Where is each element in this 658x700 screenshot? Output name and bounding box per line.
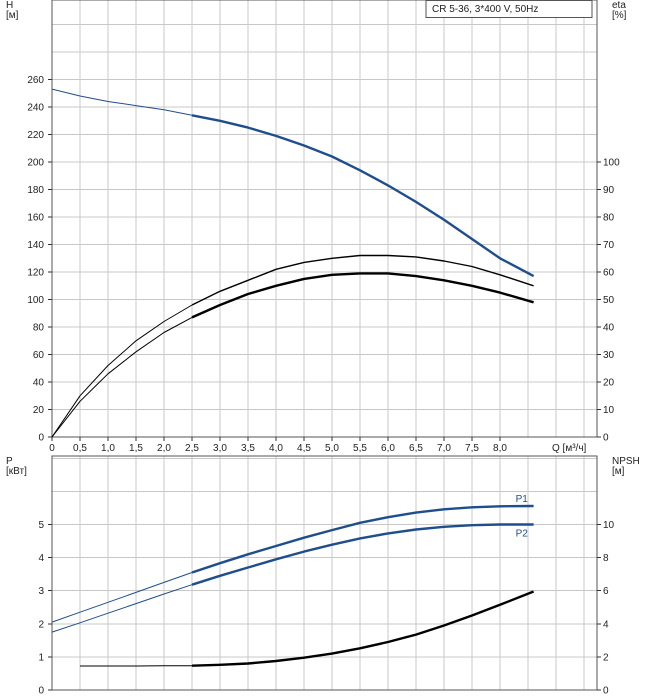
panel-1-group — [48, 0, 601, 441]
panel-2-series-p2-line — [191, 523, 534, 586]
panel-1-ytick-right-label: 10 — [603, 405, 615, 416]
panel-2-ytick-label: 5 — [38, 520, 44, 531]
panel-1-ylabel-right-line-2: [%] — [612, 10, 627, 21]
panel-1-xtick-label: 0,5 — [73, 443, 87, 454]
panel-2-series-p2-extrapolated-line — [51, 584, 193, 633]
panel-1-xtick-label: 1,5 — [129, 443, 143, 454]
panel-1-ytick-label: 240 — [27, 103, 44, 114]
panel-2-ylabel-right-line-1: NPSH — [612, 456, 640, 467]
panel-2-ylabel-line-2: [кВт] — [6, 466, 27, 477]
panel-1-ytick-label: 180 — [27, 185, 44, 196]
panel-1-ytick-label: 260 — [27, 75, 44, 86]
panel-2-ytick-label: 4 — [38, 553, 44, 564]
panel-1-ytick-right-label: 90 — [603, 185, 615, 196]
panel-1-ylabel-right-line-1: eta — [612, 0, 626, 11]
panel-1-ytick-label: 0 — [38, 433, 44, 444]
panel-2-ytick-label: 0 — [38, 686, 44, 697]
panel-2-ylabel-line-1: P — [6, 456, 13, 467]
panel-1-series-2-extrapolated-line — [51, 304, 193, 438]
panel-1-ytick-label: 60 — [33, 350, 45, 361]
panel-1-series-3-line — [191, 272, 534, 319]
panel-1-ytick-right-label: 20 — [603, 378, 615, 389]
panel-1-xtick-label: 8,0 — [493, 443, 507, 454]
panel-2-ytick-right-label: 0 — [603, 686, 609, 697]
panel-2-group — [48, 455, 601, 691]
panel-1-ytick-right-label: 70 — [603, 240, 615, 251]
panel-2-series-p1-label: P1 — [516, 494, 529, 505]
panel-1-ytick-label: 20 — [33, 405, 45, 416]
panel-1-ytick-right-label: 50 — [603, 295, 615, 306]
panel-1-ytick-right-label: 0 — [603, 433, 609, 444]
panel-2-series-p1-line — [191, 504, 534, 574]
panel-2-ytick-right-label: 8 — [603, 553, 609, 564]
panel-2-series-p2-label: P2 — [516, 529, 529, 540]
panel-1-xtick-label: 6,5 — [409, 443, 423, 454]
panel-2-ytick-label: 3 — [38, 586, 44, 597]
panel-2-frame — [51, 455, 598, 691]
panel-1-series-1-line — [191, 114, 535, 278]
panel-1-xtick-label: 1,0 — [101, 443, 115, 454]
panel-1-ytick-label: 100 — [27, 295, 44, 306]
panel-1-ytick-label: 140 — [27, 240, 44, 251]
panel-1-xtick-label: 0 — [49, 443, 55, 454]
panel-1-xtick-label: 6,0 — [381, 443, 395, 454]
panel-1-xtick-label: 4,0 — [269, 443, 283, 454]
panel-1-xtick-label: 5,0 — [325, 443, 339, 454]
panel-1-xtick-label: 3,0 — [213, 443, 227, 454]
panel-2-ylabel-right-line-2: [м] — [612, 466, 625, 477]
panel-1-xtick-label: 2,0 — [157, 443, 171, 454]
panel-1-series-1-extrapolated-line — [51, 88, 193, 116]
panel-1-title-box — [425, 0, 593, 18]
panel-1-xtick-label: 5,5 — [353, 443, 367, 454]
panel-2-ytick-label: 1 — [38, 652, 44, 663]
panel-1-ytick-right-label: 30 — [603, 350, 615, 361]
panel-1-ytick-label: 120 — [27, 268, 44, 279]
panel-1-ytick-right-label: 40 — [603, 323, 615, 334]
panel-1-ytick-label: 200 — [27, 158, 44, 169]
panel-2-ytick-label: 2 — [38, 619, 44, 630]
panel-1-xtick-label: 7,5 — [465, 443, 479, 454]
panel-1-ytick-label: 80 — [33, 323, 45, 334]
panel-1-ylabel-line-2: [м] — [6, 10, 19, 21]
panel-1-xtick-label: 2,5 — [185, 443, 199, 454]
panel-1-ytick-right-label: 100 — [603, 158, 620, 169]
panel-1-ytick-label: 40 — [33, 378, 45, 389]
panel-1-series-3-extrapolated-line — [51, 316, 193, 438]
panel-2-ytick-right-label: 10 — [603, 520, 615, 531]
panel-1-xtick-label: 4,5 — [297, 443, 311, 454]
panel-1-ylabel-line-1: H — [6, 0, 13, 11]
panel-1-ytick-right-label: 60 — [603, 268, 615, 279]
panel-1-ytick-label: 220 — [27, 130, 44, 141]
panel-1-frame — [51, 0, 598, 438]
panel-2-series-3-line — [191, 590, 535, 667]
panel-1-title: CR 5-36, 3*400 V, 50Hz — [432, 4, 538, 15]
panel-1-ytick-label: 160 — [27, 213, 44, 224]
panel-2-ytick-right-label: 4 — [603, 619, 609, 630]
panel-2-ytick-right-label: 2 — [603, 652, 609, 663]
panel-1-series-2-line — [191, 254, 534, 306]
panel-2-ytick-right-label: 6 — [603, 586, 609, 597]
panel-2-series-p1-extrapolated-line — [51, 572, 193, 623]
panel-1-ytick-right-label: 80 — [603, 213, 615, 224]
panel-1-xtick-label: 7,0 — [437, 443, 451, 454]
panel-1-xtick-label: 3,5 — [241, 443, 255, 454]
panel-1-xlabel: Q [м³/ч] — [552, 443, 587, 454]
